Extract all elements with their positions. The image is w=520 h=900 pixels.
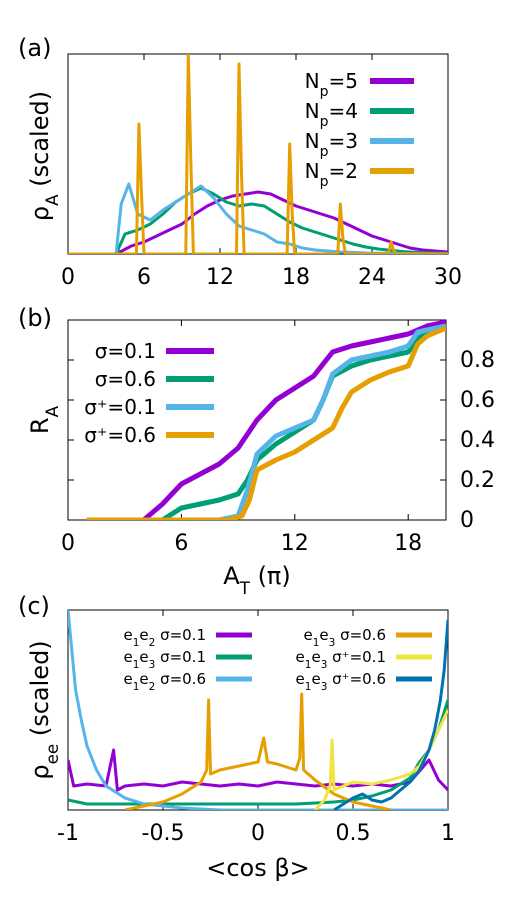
panel-b-series-line-2 <box>86 323 446 520</box>
panel-b-legend-label: σ⁺=0.6 <box>84 423 156 447</box>
panel-c-series-line-4 <box>124 692 392 810</box>
panel-b-legend: σ=0.1 σ=0.6 σ⁺=0.1 σ⁺=0.6 <box>84 339 214 447</box>
panel-b-y-tick-label: 0.2 <box>460 468 495 493</box>
panel-b-x-axis-title: AT (π) <box>223 562 291 598</box>
panel-a-x-tick-label: 24 <box>358 265 386 290</box>
panel-a-x-tick-label: 12 <box>206 265 234 290</box>
panel-a-legend-label: Np=3 <box>305 129 358 160</box>
panel-a-legend: Np=5Np=4Np=3Np=2 <box>305 69 414 190</box>
panel-a-series <box>68 54 448 254</box>
panel-b-series <box>86 320 446 520</box>
panel-a-label: (a) <box>18 34 51 62</box>
panel-b-plot-frame <box>67 319 447 521</box>
panel-c-x-axis-title: <cos β> <box>206 854 310 882</box>
panel-c-legend-label: e1e2 σ=0.6 <box>123 670 206 693</box>
panel-a-x-tick-label: 6 <box>137 265 151 290</box>
panel-b-series-line-3 <box>86 323 446 520</box>
panel-a-legend-label: Np=2 <box>305 159 358 190</box>
panel-a-x-ticks: 0 6 12 18 24 30 <box>61 54 462 290</box>
panel-b-series-line-4 <box>86 325 446 520</box>
panel-c-series-line-3 <box>68 610 448 810</box>
panel-a-series-line-2 <box>114 186 448 254</box>
panel-a-x-tick-label: 0 <box>61 265 75 290</box>
panel-b-x-tick-label: 12 <box>281 531 309 556</box>
panel-c-series <box>68 610 448 810</box>
panel-c-x-tick-label: 0 <box>251 821 265 846</box>
panel-c-x-tick-label: 1 <box>441 821 455 846</box>
panel-c-series-line-6 <box>333 619 448 810</box>
panel-a-legend-label: Np=5 <box>305 69 358 100</box>
panel-b-legend-label: σ=0.6 <box>95 367 156 391</box>
panel-b-y-tick-label: 0.8 <box>460 348 495 373</box>
panel-a-y-axis-title: ρA (scaled) <box>26 91 62 221</box>
panel-c-legend-label: e1e3 σ⁺=0.1 <box>296 648 386 671</box>
panel-a-legend-label: Np=4 <box>305 99 358 130</box>
panel-a-x-tick-label: 18 <box>282 265 310 290</box>
panel-c-x-tick-label: 0.5 <box>336 821 371 846</box>
panel-b-y-tick-label: 0 <box>460 508 474 533</box>
panel-c-x-tick-label: -0.5 <box>142 821 185 846</box>
panel-c-legend-label: e1e3 σ=0.6 <box>303 626 386 649</box>
panel-a-x-tick-label: 30 <box>434 265 462 290</box>
panel-b-legend-label: σ⁺=0.1 <box>84 395 156 419</box>
panel-a-series-line-1 <box>115 190 448 254</box>
panel-b-y-tick-label: 0.6 <box>460 388 495 413</box>
panel-b-y-tick-label: 0.4 <box>460 428 495 453</box>
panel-a: (a) ρA (scaled) 0 6 12 18 24 30 Np=5Np=4Np=3N… <box>18 34 462 290</box>
panel-c-series-line-2 <box>68 699 448 806</box>
panel-c-y-axis-title: ρee (scaled) <box>26 640 62 779</box>
panel-c-legend-label: e1e2 σ=0.1 <box>123 626 206 649</box>
panel-b-x-tick-label: 18 <box>394 531 422 556</box>
panel-c: (c) ρee (scaled) -1 -0.5 0 0.5 1 <cos β> e1e… <box>18 592 455 882</box>
panel-b-x-tick-label: 6 <box>174 531 188 556</box>
panel-b: (b) RA 0 6 12 18 0 0.2 0.4 0.6 0.8 AT (π) σ=0.1… <box>18 304 495 598</box>
panel-c-x-ticks: -1 -0.5 0 0.5 1 <box>57 610 455 846</box>
panel-c-series-line-1 <box>68 748 448 792</box>
panel-c-label: (c) <box>18 592 50 620</box>
panel-c-legend-label: e1e3 σ⁺=0.6 <box>296 670 386 693</box>
panel-c-x-tick-label: -1 <box>57 821 79 846</box>
panel-b-y-ticks: 0 0.2 0.4 0.6 0.8 <box>68 348 495 533</box>
panel-b-series-line-1 <box>86 320 446 520</box>
panel-b-legend-label: σ=0.1 <box>95 339 156 363</box>
panel-b-y-axis-title: RA <box>26 405 62 434</box>
panel-b-x-ticks: 0 6 12 18 <box>61 320 422 556</box>
panel-b-label: (b) <box>18 304 52 332</box>
panel-c-legend-label: e1e3 σ=0.1 <box>123 648 206 671</box>
panel-b-x-tick-label: 0 <box>61 531 75 556</box>
